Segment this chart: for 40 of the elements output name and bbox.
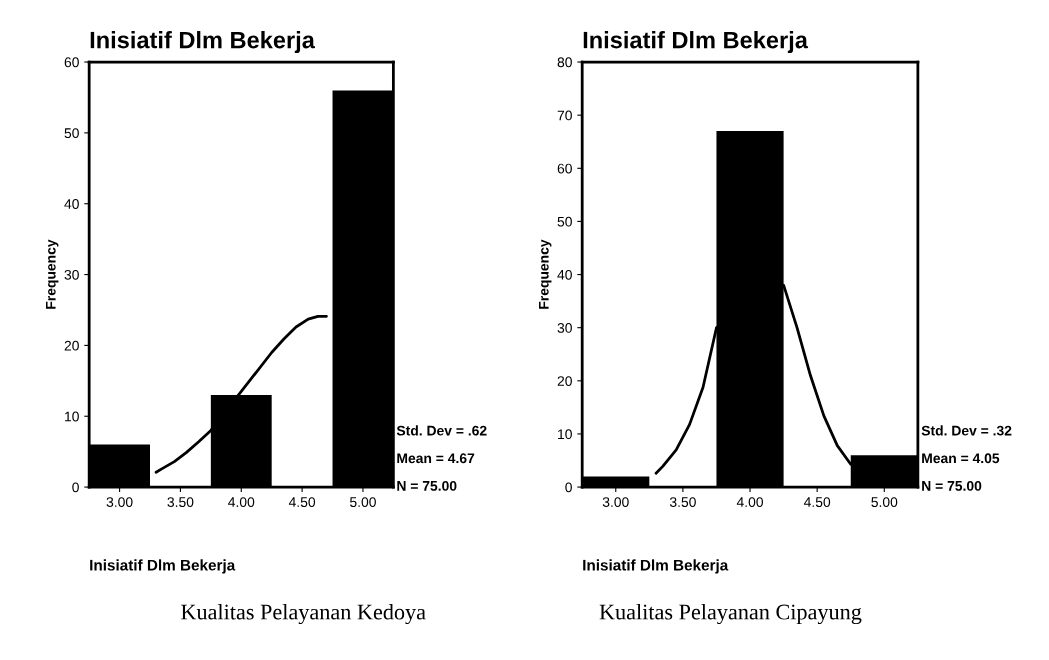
x-axis-title: Inisiatif Dlm Bekerja — [583, 559, 729, 574]
y-tick-label: 30 — [64, 269, 79, 280]
x-tick-label: 5.00 — [871, 497, 898, 507]
y-tick-label: 70 — [557, 110, 572, 121]
text: Std. Dev = .32 — [921, 425, 1012, 436]
y-tick-label: 10 — [65, 411, 79, 422]
y-tick-label: 0 — [72, 482, 79, 493]
y-tick-label: 60 — [64, 57, 79, 68]
x-tick-label: 4.00 — [228, 497, 255, 507]
x-tick-label: 3.00 — [602, 497, 629, 507]
y-tick-label: 40 — [64, 199, 79, 209]
x-tick-label: 4.50 — [288, 497, 316, 507]
y-tick-label: 80 — [557, 57, 572, 68]
x-tick-label: 5.00 — [349, 497, 376, 507]
y-tick-label: 0 — [565, 482, 572, 493]
y-tick-label: 20 — [557, 376, 572, 386]
y-axis-title: Frequency — [539, 239, 552, 309]
y-tick-label: 30 — [557, 323, 572, 333]
x-tick-label: 3.00 — [106, 497, 133, 507]
y-axis-title: Frequency — [46, 239, 59, 309]
y-tick-label: 10 — [558, 429, 572, 440]
y-tick-label: 20 — [64, 340, 79, 351]
x-tick-label: 4.00 — [736, 497, 764, 507]
text: Mean = 4.67 — [397, 453, 475, 464]
x-tick-label: 3.50 — [167, 497, 194, 507]
text: Kualitas Pelayanan Cipayung — [599, 603, 862, 625]
text: Std. Dev = .62 — [396, 425, 487, 436]
text: N = 75.00 — [397, 480, 457, 491]
chart-title: Inisiatif Dlm Bekerja — [583, 31, 809, 54]
y-tick-label: 50 — [557, 216, 572, 227]
text: Kualitas Pelayanan Kedoya — [181, 603, 426, 625]
x-tick-label: 4.50 — [803, 497, 831, 507]
y-tick-label: 40 — [557, 269, 572, 280]
text: Mean = 4.05 — [922, 453, 1000, 464]
y-tick-label: 60 — [557, 163, 572, 174]
chart-title: Inisiatif Dlm Bekerja — [90, 31, 316, 54]
x-axis-title: Inisiatif Dlm Bekerja — [90, 559, 236, 574]
y-tick-label: 50 — [64, 128, 79, 139]
text: N = 75.00 — [922, 480, 982, 491]
x-tick-label: 3.50 — [669, 497, 696, 507]
